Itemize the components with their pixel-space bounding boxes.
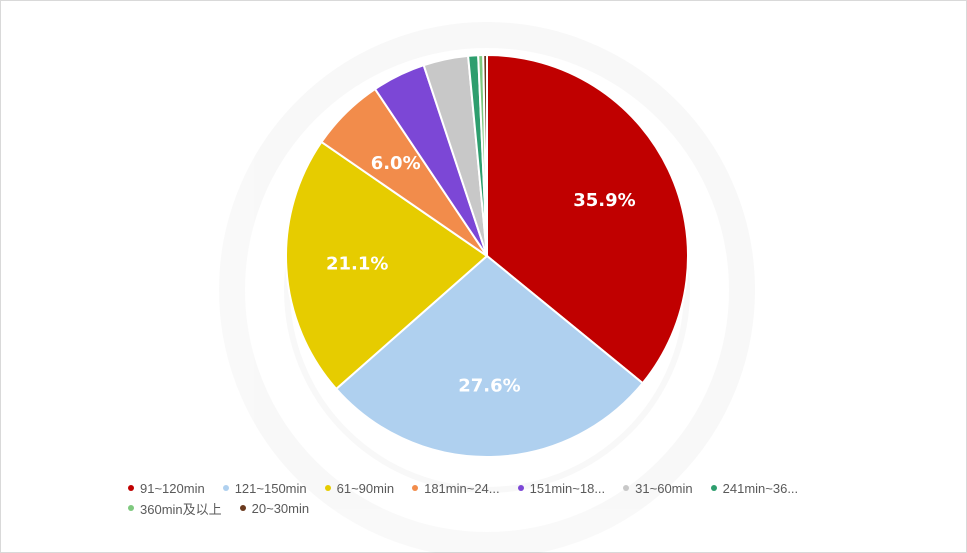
legend-item[interactable]: 151min~18... bbox=[517, 480, 606, 496]
slice-value-label: 27.6% bbox=[458, 375, 520, 396]
legend-swatch-icon bbox=[517, 485, 524, 491]
slice-value-label: 6.0% bbox=[371, 153, 421, 174]
legend-item[interactable]: 360min及以上 bbox=[128, 499, 222, 518]
legend-swatch-icon bbox=[324, 485, 331, 491]
legend-label: 241min~36... bbox=[722, 480, 799, 496]
legend-label: 61~90min bbox=[336, 480, 395, 496]
legend-label: 31~60min bbox=[635, 480, 693, 496]
legend-item[interactable]: 181min~24... bbox=[412, 481, 500, 496]
legend-item[interactable]: 241min~36... bbox=[710, 480, 799, 496]
legend-row: 360min及以上 20~30min bbox=[128, 498, 888, 518]
legend-label: 20~30min bbox=[251, 500, 310, 516]
legend-swatch-icon bbox=[239, 505, 246, 511]
legend-item[interactable]: 61~90min bbox=[324, 480, 395, 496]
legend: 91~120min 121~150min 61~90min 181min~24... 1… bbox=[128, 478, 888, 518]
legend-label: 181min~24... bbox=[424, 480, 500, 496]
legend-label: 151min~18... bbox=[529, 480, 606, 496]
legend-item[interactable]: 121~150min bbox=[222, 480, 307, 496]
legend-label: 121~150min bbox=[234, 480, 307, 496]
pie-slice bbox=[285, 140, 489, 391]
legend-swatch-icon bbox=[128, 505, 134, 511]
pie-slice bbox=[486, 53, 689, 385]
slice-value-label: 35.9% bbox=[573, 190, 635, 211]
slice-value-label: 21.1% bbox=[326, 253, 388, 274]
legend-swatch-icon bbox=[623, 485, 630, 491]
legend-item[interactable]: 20~30min bbox=[239, 500, 310, 516]
legend-row: 91~120min 121~150min 61~90min 181min~24... 1… bbox=[128, 478, 888, 498]
legend-label: 360min及以上 bbox=[140, 501, 222, 517]
legend-item[interactable]: 91~120min bbox=[128, 481, 205, 496]
pie-slice bbox=[334, 254, 645, 458]
legend-swatch-icon bbox=[710, 485, 717, 491]
legend-label: 91~120min bbox=[140, 480, 205, 496]
legend-swatch-icon bbox=[128, 485, 134, 491]
legend-swatch-icon bbox=[222, 485, 229, 491]
legend-swatch-icon bbox=[412, 485, 419, 491]
legend-item[interactable]: 31~60min bbox=[623, 480, 693, 496]
pie-slice bbox=[482, 53, 488, 257]
